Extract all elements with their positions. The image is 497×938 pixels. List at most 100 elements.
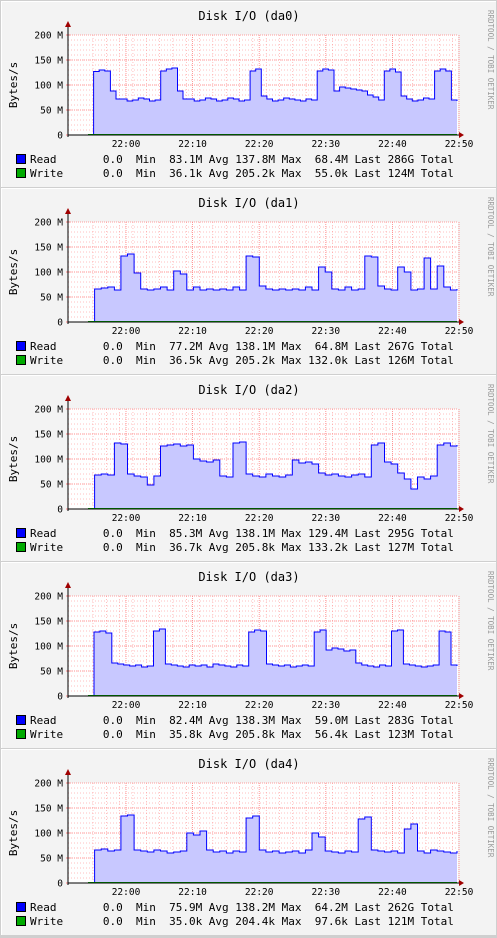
y-tick-label: 200 M: [34, 779, 63, 790]
y-tick-label: 150 M: [34, 56, 63, 67]
x-tick-label: 22:50: [445, 887, 474, 898]
y-axis-label: Bytes/s: [7, 623, 20, 669]
legend-swatch: [16, 542, 26, 552]
legend-swatch: [16, 341, 26, 351]
x-tick-label: 22:50: [445, 139, 474, 150]
read-area: [94, 254, 457, 322]
legend: Read 0.0 Min 77.2M Avg 138.1M Max 64.8M …: [16, 340, 454, 368]
legend-text: Read 0.0 Min 77.2M Avg 138.1M Max 64.8M …: [30, 340, 454, 353]
chart-svg: Disk I/O (da3) Bytes/s RRDTOOL / TOBI OETI…: [7, 570, 495, 711]
y-tick-label: 0: [57, 131, 63, 142]
legend-swatch: [16, 154, 26, 164]
chart-panel: Disk I/O (da2) Bytes/s RRDTOOL / TOBI OETI…: [1, 375, 496, 561]
y-tick-label: 150 M: [34, 804, 63, 815]
y-axis-arrow: [65, 582, 71, 588]
legend-swatch: [16, 729, 26, 739]
x-axis-arrow: [459, 880, 464, 886]
y-tick-label: 100 M: [34, 81, 63, 92]
x-tick-label: 22:00: [112, 700, 141, 711]
y-tick-label: 50 M: [40, 293, 63, 304]
legend-swatch: [16, 902, 26, 912]
legend-text: Write 0.0 Min 35.0k Avg 204.4k Max 97.6k…: [30, 915, 454, 928]
x-tick-label: 22:10: [178, 326, 207, 337]
y-tick-label: 0: [57, 879, 63, 890]
watermark: RRDTOOL / TOBI OETIKER: [486, 758, 495, 858]
y-tick-label: 50 M: [40, 106, 63, 117]
read-line: [94, 441, 458, 509]
x-tick-label: 22:10: [178, 887, 207, 898]
x-axis-arrow: [459, 693, 464, 699]
x-tick-label: 22:40: [378, 700, 407, 711]
y-tick-label: 50 M: [40, 854, 63, 865]
legend-row: Read 0.0 Min 83.1M Avg 137.8M Max 68.4M …: [16, 153, 454, 167]
legend-swatch: [16, 355, 26, 365]
y-axis-arrow: [65, 208, 71, 214]
y-tick-label: 200 M: [34, 592, 63, 603]
read-line: [94, 253, 458, 322]
x-axis-arrow: [459, 319, 464, 325]
x-axis-arrow: [459, 132, 464, 138]
y-tick-label: 200 M: [34, 218, 63, 229]
legend-row: Write 0.0 Min 35.8k Avg 205.8k Max 56.4k…: [16, 728, 454, 742]
read-line: [94, 814, 458, 883]
x-tick-label: 22:40: [378, 513, 407, 524]
x-tick-label: 22:30: [311, 513, 340, 524]
y-tick-label: 200 M: [34, 405, 63, 416]
legend-text: Read 0.0 Min 83.1M Avg 137.8M Max 68.4M …: [30, 153, 454, 166]
chart-svg: Disk I/O (da2) Bytes/s RRDTOOL / TOBI OETI…: [7, 383, 495, 524]
legend-swatch: [16, 916, 26, 926]
x-tick-label: 22:30: [311, 700, 340, 711]
x-tick-label: 22:40: [378, 887, 407, 898]
read-area: [94, 442, 457, 509]
watermark: RRDTOOL / TOBI OETIKER: [486, 571, 495, 671]
watermark: RRDTOOL / TOBI OETIKER: [486, 10, 495, 110]
x-tick-label: 22:30: [311, 139, 340, 150]
legend-text: Write 0.0 Min 36.5k Avg 205.2k Max 132.0…: [30, 354, 454, 367]
legend-text: Write 0.0 Min 36.1k Avg 205.2k Max 55.0k…: [30, 167, 454, 180]
chart-title: Disk I/O (da0): [198, 9, 299, 23]
legend-row: Read 0.0 Min 75.9M Avg 138.2M Max 64.2M …: [16, 901, 454, 915]
chart-svg: Disk I/O (da1) Bytes/s RRDTOOL / TOBI OETI…: [7, 196, 495, 337]
x-tick-label: 22:10: [178, 700, 207, 711]
legend: Read 0.0 Min 83.1M Avg 137.8M Max 68.4M …: [16, 153, 454, 181]
x-tick-label: 22:00: [112, 887, 141, 898]
x-tick-label: 22:40: [378, 326, 407, 337]
legend-row: Read 0.0 Min 85.3M Avg 138.1M Max 129.4M…: [16, 527, 454, 541]
watermark: RRDTOOL / TOBI OETIKER: [486, 384, 495, 484]
legend-row: Write 0.0 Min 36.7k Avg 205.8k Max 133.2…: [16, 541, 454, 555]
chart-svg: Disk I/O (da4) Bytes/s RRDTOOL / TOBI OETI…: [7, 757, 495, 898]
y-tick-label: 100 M: [34, 829, 63, 840]
x-tick-label: 22:40: [378, 139, 407, 150]
read-line: [93, 67, 458, 135]
x-tick-label: 22:50: [445, 326, 474, 337]
x-tick-label: 22:30: [311, 326, 340, 337]
y-tick-label: 150 M: [34, 243, 63, 254]
x-tick-label: 22:00: [112, 139, 141, 150]
y-axis-arrow: [65, 395, 71, 401]
y-axis-label: Bytes/s: [7, 249, 20, 295]
y-tick-label: 0: [57, 505, 63, 516]
x-tick-label: 22:20: [245, 326, 274, 337]
legend-swatch: [16, 715, 26, 725]
chart-panel: Disk I/O (da1) Bytes/s RRDTOOL / TOBI OETI…: [1, 188, 496, 374]
x-tick-label: 22:50: [445, 513, 474, 524]
legend-row: Read 0.0 Min 82.4M Avg 138.3M Max 59.0M …: [16, 714, 454, 728]
read-area: [94, 815, 457, 883]
legend-text: Read 0.0 Min 75.9M Avg 138.2M Max 64.2M …: [30, 901, 454, 914]
x-tick-label: 22:20: [245, 139, 274, 150]
x-axis-arrow: [459, 506, 464, 512]
chart-panel: Disk I/O (da0) Bytes/s RRDTOOL / TOBI OETI…: [1, 1, 496, 187]
chart-title: Disk I/O (da1): [198, 196, 299, 210]
y-tick-label: 0: [57, 692, 63, 703]
y-tick-label: 50 M: [40, 667, 63, 678]
x-tick-label: 22:20: [245, 887, 274, 898]
chart-panel: Disk I/O (da3) Bytes/s RRDTOOL / TOBI OETI…: [1, 562, 496, 748]
legend: Read 0.0 Min 75.9M Avg 138.2M Max 64.2M …: [16, 901, 454, 929]
legend-swatch: [16, 168, 26, 178]
chart-panel: Disk I/O (da4) Bytes/s RRDTOOL / TOBI OETI…: [1, 749, 496, 935]
y-axis-label: Bytes/s: [7, 62, 20, 108]
y-tick-label: 0: [57, 318, 63, 329]
x-tick-label: 22:30: [311, 887, 340, 898]
y-tick-label: 200 M: [34, 31, 63, 42]
legend: Read 0.0 Min 82.4M Avg 138.3M Max 59.0M …: [16, 714, 454, 742]
